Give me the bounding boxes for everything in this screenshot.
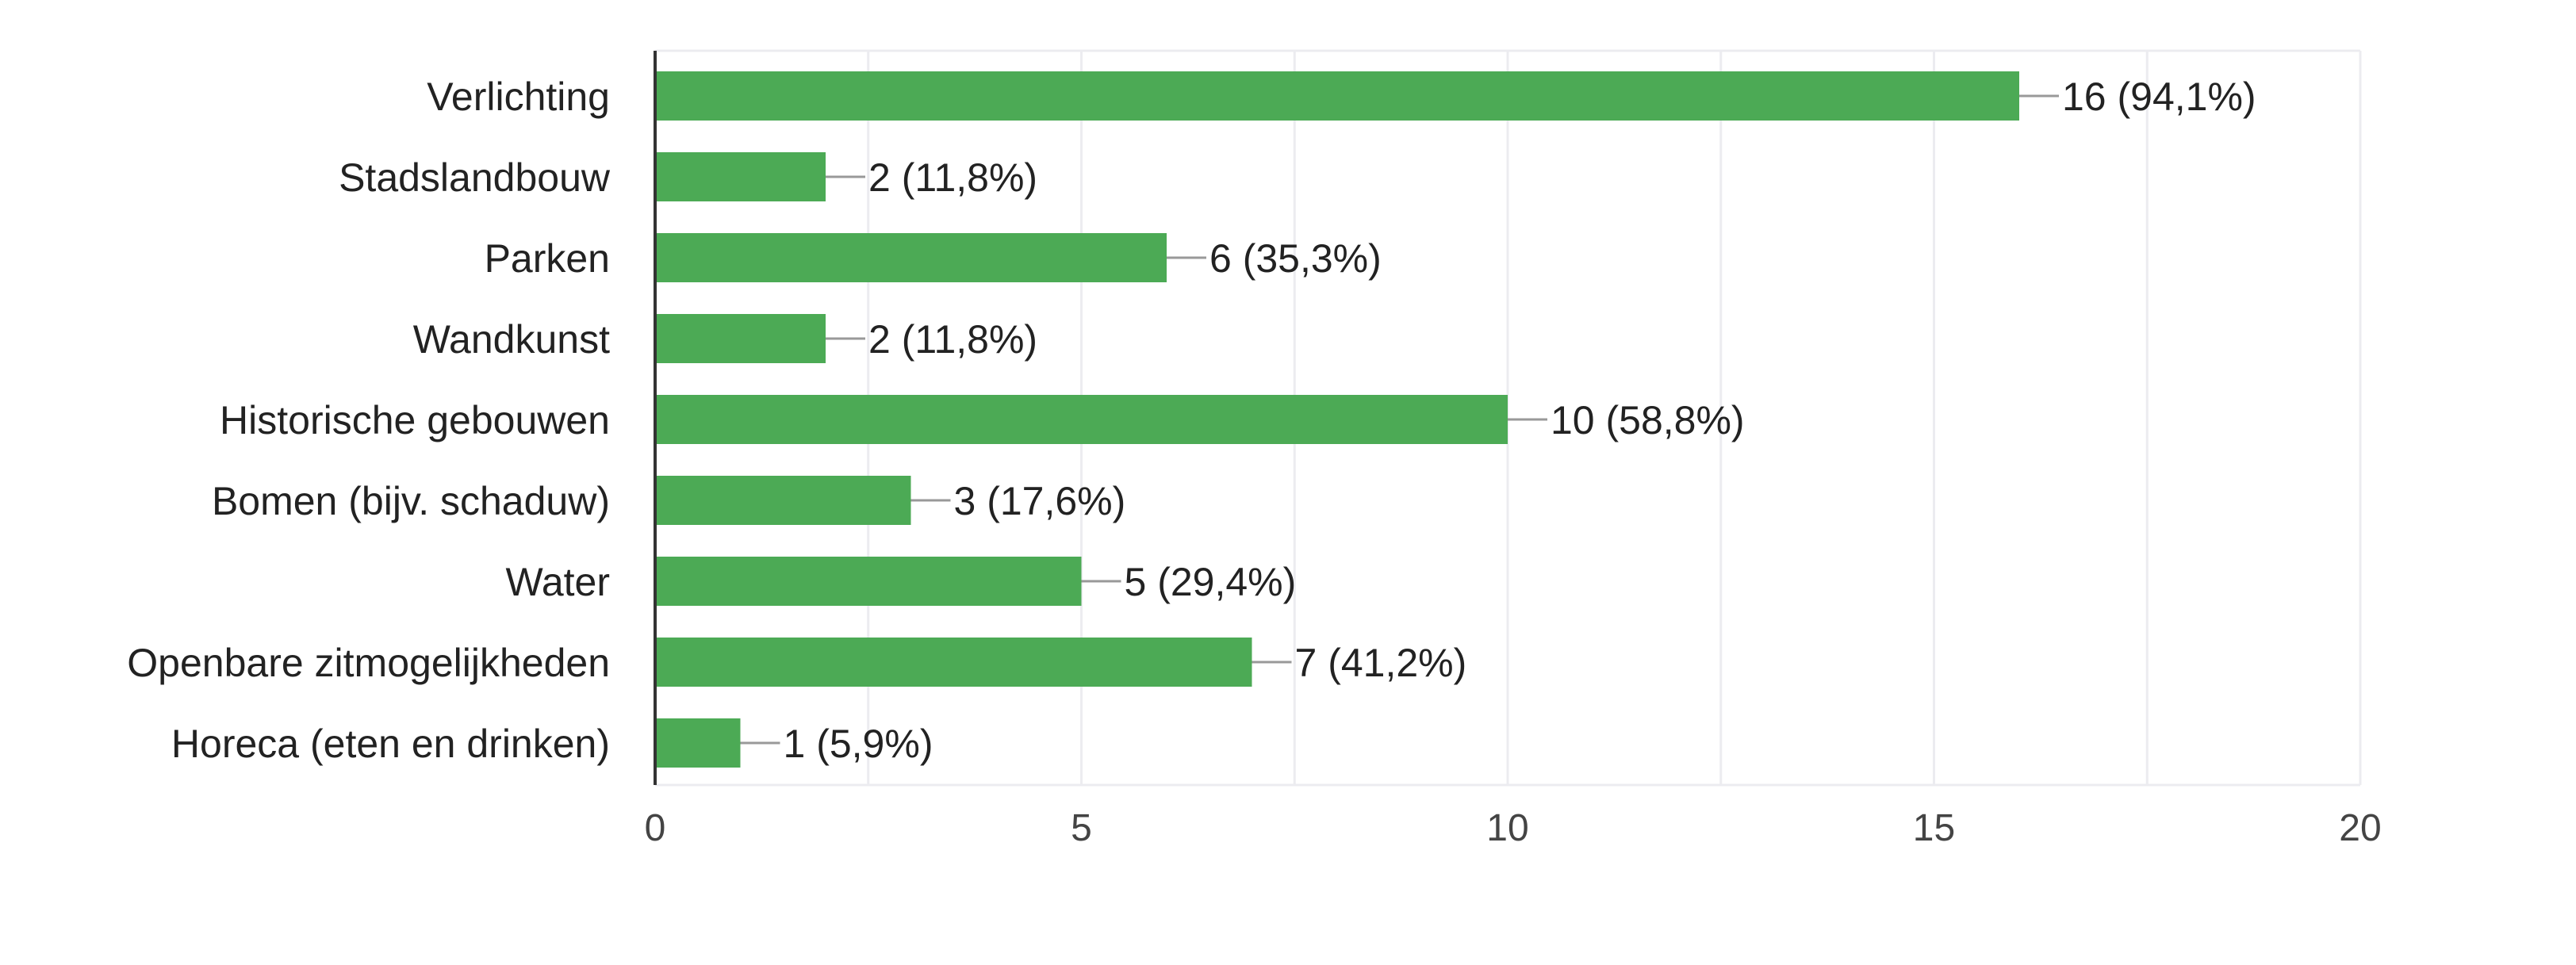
data-label: 10 (58,8%) [1551,398,1745,442]
data-label: 2 (11,8%) [868,317,1037,362]
x-tick-label: 10 [1486,807,1528,849]
bar[interactable] [655,557,1082,606]
grid-layer [655,49,2362,787]
category-label: Stadslandbouw [339,155,611,200]
category-label: Openbare zitmogelijkheden [127,641,610,685]
data-label: 6 (35,3%) [1209,236,1382,281]
data-label: 2 (11,8%) [868,155,1037,200]
category-label: Horeca (eten en drinken) [171,722,610,766]
bar[interactable] [655,395,1508,444]
category-label: Verlichting [427,75,610,119]
bar[interactable] [655,233,1167,282]
bar[interactable] [655,638,1252,687]
x-tick-label: 15 [1913,807,1955,849]
bar-layer [655,71,2059,768]
bar[interactable] [655,476,911,525]
bar[interactable] [655,314,826,363]
data-label: 3 (17,6%) [954,479,1126,523]
category-label: Parken [485,236,610,281]
category-label: Water [506,560,611,604]
bar[interactable] [655,71,2019,121]
category-label: Historische gebouwen [220,398,610,442]
category-label: Bomen (bijv. schaduw) [212,479,610,523]
bar[interactable] [655,718,741,768]
data-label: 7 (41,2%) [1295,641,1467,685]
label-layer: 16 (94,1%) Verlichting 2 (11,8%) Stadslandb… [127,75,2256,766]
x-tick-label: 5 [1071,807,1092,849]
axis-layer: 0 5 10 15 20 [645,51,2382,849]
data-label: 5 (29,4%) [1125,560,1297,604]
bar[interactable] [655,152,826,201]
category-label: Wandkunst [413,317,610,362]
x-tick-label: 0 [645,807,666,849]
data-label: 1 (5,9%) [784,722,933,766]
data-label: 16 (94,1%) [2062,75,2256,119]
x-tick-label: 20 [2339,807,2381,849]
